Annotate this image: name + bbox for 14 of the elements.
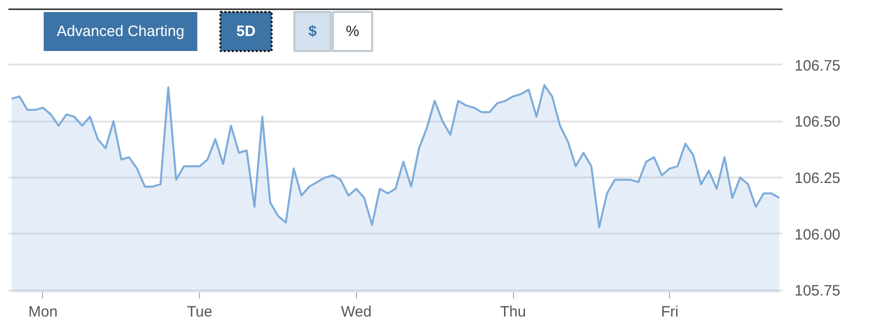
y-tick-label: 106.50 <box>794 114 840 131</box>
x-tick-label: Mon <box>28 304 58 320</box>
x-tick-label: Tue <box>187 304 212 320</box>
x-tick-label: Thu <box>500 304 526 320</box>
y-tick-label: 106.00 <box>794 226 840 244</box>
y-tick-label: 106.75 <box>794 57 840 74</box>
annotation: 5D <box>236 23 256 40</box>
x-tick-label: Fri <box>660 304 678 320</box>
y-tick-label: 106.25 <box>794 170 840 188</box>
annotation: % <box>346 23 360 40</box>
annotation: $ <box>308 23 318 40</box>
y-tick-label: 105.75 <box>794 282 840 300</box>
annotation: Advanced Charting <box>56 23 184 40</box>
x-tick-label: Wed <box>341 304 372 320</box>
